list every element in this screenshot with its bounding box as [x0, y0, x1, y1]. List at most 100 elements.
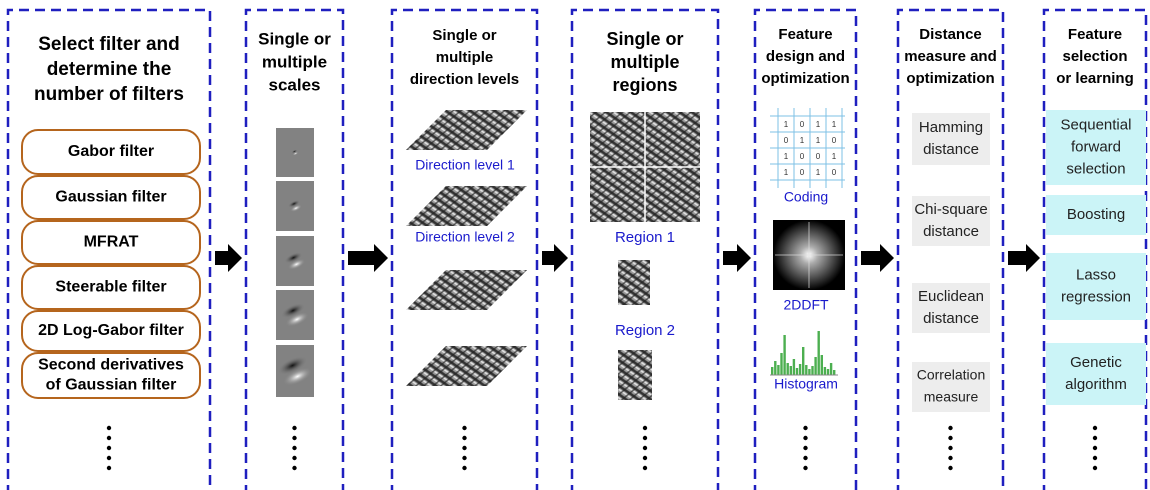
flow-arrow	[1008, 244, 1040, 272]
continuation-dot	[803, 436, 807, 440]
continuation-dot	[803, 466, 807, 470]
distance-label: distance	[923, 310, 979, 327]
direction-texture-overlay	[406, 346, 527, 386]
filter-label: Gaussian filter	[55, 189, 166, 206]
flow-arrow	[215, 244, 242, 272]
column-title: measure and	[904, 48, 997, 65]
column-title: multiple	[610, 52, 679, 72]
selection-label: Genetic	[1070, 354, 1122, 371]
feature-label: 2DDFT	[783, 297, 829, 313]
column-title: determine the	[47, 59, 172, 80]
selection-label: regression	[1061, 288, 1131, 305]
histogram-bar	[805, 365, 807, 375]
flow-arrow	[723, 244, 751, 272]
selection-label: selection	[1066, 160, 1125, 177]
continuation-dot	[803, 426, 807, 430]
continuation-dot	[1093, 426, 1097, 430]
coding-bit: 0	[784, 136, 789, 145]
continuation-dot	[948, 436, 952, 440]
histogram-bar	[824, 367, 826, 375]
column-title: number of filters	[34, 84, 184, 105]
continuation-dot	[643, 436, 647, 440]
histogram-bar	[808, 369, 810, 375]
continuation-dot	[462, 446, 466, 450]
histogram-bar	[774, 361, 776, 375]
continuation-dot	[803, 446, 807, 450]
direction-texture-overlay	[406, 110, 527, 150]
column-title: multiple	[262, 52, 327, 71]
column-title: Single or	[432, 27, 496, 44]
continuation-dot	[107, 446, 111, 450]
distance-label: distance	[923, 223, 979, 240]
continuation-dot	[803, 456, 807, 460]
filter-label: of Gaussian filter	[46, 377, 177, 394]
flow-arrow	[348, 244, 388, 272]
coding-bit: 1	[816, 136, 821, 145]
filter-label: Steerable filter	[55, 279, 166, 296]
coding-bit: 1	[816, 168, 821, 177]
histogram-bar	[771, 367, 773, 375]
column-title: scales	[269, 75, 321, 94]
coding-bit: 1	[832, 152, 837, 161]
region-overlay	[618, 260, 650, 305]
column-title: Select filter and	[38, 34, 180, 55]
histogram-bar	[783, 335, 785, 375]
continuation-dot	[462, 436, 466, 440]
column-title: Single or	[606, 29, 683, 49]
continuation-dot	[107, 436, 111, 440]
region-overlay	[618, 350, 652, 400]
pipeline-diagram: Select filter and determine the number of …	[0, 0, 1150, 490]
distance-label: measure	[924, 389, 979, 405]
histogram-bar	[830, 363, 832, 375]
column-title: Feature	[778, 26, 832, 43]
histogram-bar	[814, 357, 816, 375]
column-title: Single or	[258, 29, 331, 48]
continuation-dot	[643, 466, 647, 470]
coding-bit: 0	[800, 168, 805, 177]
histogram-bar	[780, 353, 782, 375]
filter-label: Second derivatives	[38, 357, 184, 374]
coding-bit: 0	[800, 120, 805, 129]
coding-bit: 0	[832, 168, 837, 177]
selection-label: forward	[1071, 138, 1121, 155]
histogram-bar	[787, 363, 789, 375]
selection-label: Lasso	[1076, 266, 1116, 283]
continuation-dot	[1093, 446, 1097, 450]
coding-bit: 1	[784, 152, 789, 161]
histogram-bar	[818, 331, 820, 375]
coding-bit: 0	[832, 136, 837, 145]
histogram-bar	[796, 368, 798, 375]
continuation-dot	[948, 426, 952, 430]
distance-label: Correlation	[917, 367, 985, 383]
histogram-bar	[777, 365, 779, 375]
filter-label: Gabor filter	[68, 143, 154, 160]
direction-label: Direction level 2	[415, 229, 515, 245]
continuation-dot	[462, 456, 466, 460]
continuation-dot	[292, 446, 296, 450]
histogram-bar	[833, 370, 835, 375]
column-title: direction levels	[410, 71, 519, 88]
coding-bit: 0	[816, 152, 821, 161]
coding-bit: 0	[800, 152, 805, 161]
direction-label: Direction level 1	[415, 157, 515, 173]
diagram-canvas: Select filter and determine the number of …	[0, 0, 1150, 490]
flow-arrow	[861, 244, 894, 272]
selection-box	[1046, 343, 1146, 405]
coding-bit: 1	[832, 120, 837, 129]
feature-label: Histogram	[774, 376, 838, 392]
continuation-dot	[292, 426, 296, 430]
continuation-dot	[107, 456, 111, 460]
column-title: optimization	[761, 70, 849, 87]
column-title: selection	[1062, 48, 1127, 65]
continuation-dot	[948, 446, 952, 450]
column-title: multiple	[436, 49, 494, 66]
coding-bit: 1	[784, 120, 789, 129]
continuation-dot	[1093, 436, 1097, 440]
column-title: or learning	[1056, 70, 1134, 87]
continuation-dot	[643, 446, 647, 450]
histogram-bar	[793, 359, 795, 375]
continuation-dot	[107, 466, 111, 470]
feature-label: Coding	[784, 189, 828, 205]
direction-texture-overlay	[406, 186, 527, 226]
column-title: Distance	[919, 26, 982, 43]
